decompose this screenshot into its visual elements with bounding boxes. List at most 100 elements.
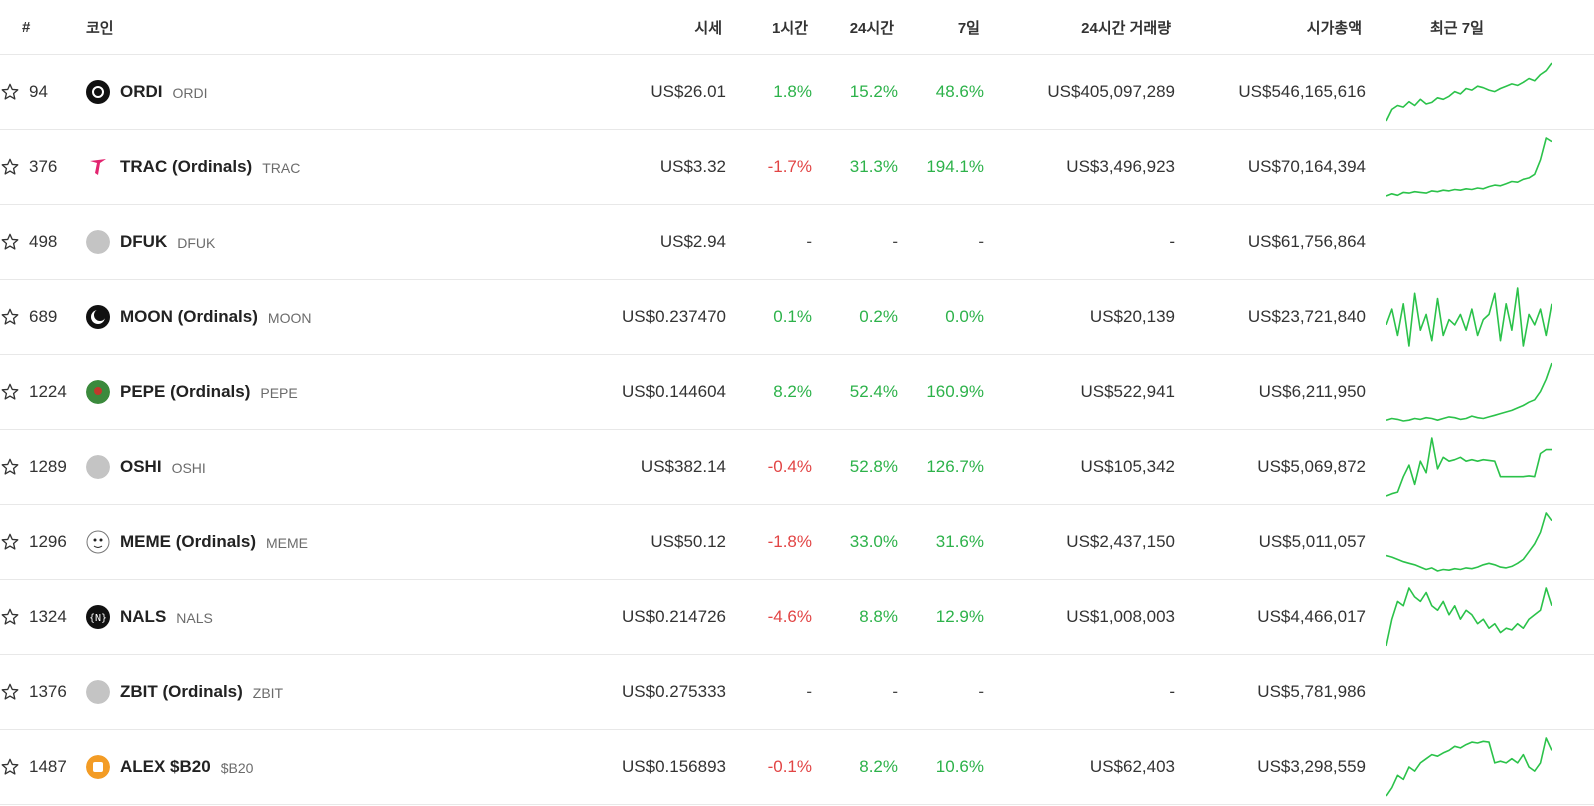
- table-row[interactable]: 1296 MEME (Ordinals) MEME US$50.12 -1.8%…: [0, 505, 1594, 580]
- sparkline-7d: [1386, 205, 1554, 279]
- favorite-star-icon[interactable]: [0, 280, 20, 354]
- coin-name[interactable]: ZBIT (Ordinals): [120, 682, 243, 701]
- placeholder-coin-icon: [86, 680, 110, 704]
- coin-rank: 94: [29, 82, 48, 101]
- sparkline-7d: [1386, 505, 1554, 579]
- sparkline-chart: [1386, 137, 1552, 197]
- table-row[interactable]: 1487 ALEX $B20 $B20 US$0.156893 -0.1% 8.…: [0, 730, 1594, 805]
- coin-link[interactable]: MEME (Ordinals) MEME: [86, 505, 308, 579]
- change-1h: -: [806, 232, 812, 251]
- moon-logo-icon: [86, 305, 110, 329]
- coin-name[interactable]: ORDI: [120, 82, 163, 101]
- coin-link[interactable]: OSHI OSHI: [86, 430, 206, 504]
- coin-link[interactable]: {N} NALS NALS: [86, 580, 213, 654]
- table-row[interactable]: 498 DFUK DFUK US$2.94 - - - - US$61,756,…: [0, 205, 1594, 280]
- table-row[interactable]: 1289 OSHI OSHI US$382.14 -0.4% 52.8% 126…: [0, 430, 1594, 505]
- header-change-1h[interactable]: 1시간: [772, 19, 808, 37]
- table-row[interactable]: 1324 {N} NALS NALS US$0.214726 -4.6% 8.8…: [0, 580, 1594, 655]
- alex-logo-icon: [86, 755, 110, 779]
- header-change-7d[interactable]: 7일: [957, 19, 980, 37]
- sparkline-series: [1386, 437, 1552, 497]
- coin-link[interactable]: ORDI ORDI: [86, 55, 208, 129]
- coin-rank: 689: [29, 307, 58, 326]
- coin-name[interactable]: ALEX $B20: [120, 757, 211, 776]
- table-row[interactable]: 376 TRAC (Ordinals) TRAC US$3.32 -1.7% 3…: [0, 130, 1594, 205]
- table-row[interactable]: 1376 ZBIT (Ordinals) ZBIT US$0.275333 - …: [0, 655, 1594, 730]
- header-volume-24h[interactable]: 24시간 거래량: [1081, 19, 1171, 37]
- sparkline-chart: [1386, 362, 1552, 422]
- sparkline-series: [1386, 737, 1552, 797]
- sparkline-7d: [1386, 580, 1554, 654]
- coin-name[interactable]: MOON (Ordinals): [120, 307, 258, 326]
- header-market-cap[interactable]: 시가총액: [1306, 19, 1362, 37]
- svg-text:{N}: {N}: [89, 613, 107, 624]
- favorite-star-icon[interactable]: [0, 580, 20, 654]
- trac-logo-icon: [86, 155, 110, 179]
- change-7d: 126.7%: [926, 457, 984, 476]
- market-cap: US$4,466,017: [1257, 607, 1366, 626]
- coin-link[interactable]: TRAC (Ordinals) TRAC: [86, 130, 300, 204]
- change-1h: -0.4%: [767, 457, 812, 476]
- volume-24h: US$105,342: [1080, 457, 1175, 476]
- coin-symbol: MEME: [266, 535, 309, 551]
- nals-logo-icon: {N}: [86, 605, 110, 629]
- sparkline-chart: [1386, 512, 1552, 572]
- volume-24h: US$522,941: [1080, 382, 1175, 401]
- volume-24h: -: [1169, 232, 1175, 251]
- coin-rank: 1487: [29, 757, 67, 776]
- sparkline-7d: [1386, 130, 1554, 204]
- coin-price: US$0.214726: [622, 607, 726, 626]
- coin-symbol: DFUK: [177, 235, 216, 251]
- table-row[interactable]: 1224 PEPE (Ordinals) PEPE US$0.144604 8.…: [0, 355, 1594, 430]
- change-1h: -0.1%: [767, 757, 812, 776]
- header-change-24h[interactable]: 24시간: [849, 19, 894, 37]
- coin-link[interactable]: PEPE (Ordinals) PEPE: [86, 355, 298, 429]
- change-1h: 8.2%: [773, 382, 812, 401]
- volume-24h: US$1,008,003: [1066, 607, 1175, 626]
- volume-24h: US$62,403: [1089, 757, 1175, 776]
- favorite-star-icon[interactable]: [0, 505, 20, 579]
- coin-link[interactable]: ZBIT (Ordinals) ZBIT: [86, 655, 283, 729]
- coin-name[interactable]: MEME (Ordinals): [120, 532, 257, 551]
- coin-link[interactable]: DFUK DFUK: [86, 205, 215, 279]
- favorite-star-icon[interactable]: [0, 655, 20, 729]
- sparkline-series: [1386, 512, 1552, 572]
- ordi-logo-icon: [86, 80, 110, 104]
- favorite-star-icon[interactable]: [0, 130, 20, 204]
- change-1h: -1.8%: [767, 532, 812, 551]
- coin-link[interactable]: ALEX $B20 $B20: [86, 730, 253, 804]
- header-price[interactable]: 시세: [694, 19, 722, 37]
- sparkline-7d: [1386, 355, 1554, 429]
- favorite-star-icon[interactable]: [0, 55, 20, 129]
- header-rank[interactable]: #: [22, 18, 31, 36]
- change-1h: 0.1%: [773, 307, 812, 326]
- coin-symbol: NALS: [176, 610, 213, 626]
- coin-symbol: $B20: [220, 760, 254, 776]
- coin-name[interactable]: DFUK: [120, 232, 168, 251]
- coin-link[interactable]: MOON (Ordinals) MOON: [86, 280, 311, 354]
- coin-price: US$3.32: [659, 157, 726, 176]
- coin-name[interactable]: NALS: [120, 607, 167, 626]
- change-24h: 31.3%: [849, 157, 898, 176]
- coin-price: US$26.01: [650, 82, 726, 101]
- market-cap: US$3,298,559: [1257, 757, 1366, 776]
- favorite-star-icon[interactable]: [0, 730, 20, 804]
- table-row[interactable]: 689 MOON (Ordinals) MOON US$0.237470 0.1…: [0, 280, 1594, 355]
- change-7d: -: [978, 232, 984, 251]
- coin-price: US$0.156893: [622, 757, 726, 776]
- coin-name[interactable]: OSHI: [120, 457, 162, 476]
- volume-24h: US$3,496,923: [1066, 157, 1175, 176]
- favorite-star-icon[interactable]: [0, 205, 20, 279]
- coin-name[interactable]: PEPE (Ordinals): [120, 382, 251, 401]
- coin-rank: 498: [29, 232, 58, 251]
- coin-name[interactable]: TRAC (Ordinals): [120, 157, 253, 176]
- table-header: # 코인 시세 1시간 24시간 7일 24시간 거래량 시가총액 최근 7일: [0, 0, 1594, 55]
- header-coin[interactable]: 코인: [86, 19, 114, 37]
- change-1h: -: [806, 682, 812, 701]
- sparkline-7d: [1386, 280, 1554, 354]
- table-row[interactable]: 94 ORDI ORDI US$26.01 1.8% 15.2% 48.6% U…: [0, 55, 1594, 130]
- change-24h: 15.2%: [849, 82, 898, 101]
- favorite-star-icon[interactable]: [0, 355, 20, 429]
- coin-price: US$0.144604: [622, 382, 726, 401]
- favorite-star-icon[interactable]: [0, 430, 20, 504]
